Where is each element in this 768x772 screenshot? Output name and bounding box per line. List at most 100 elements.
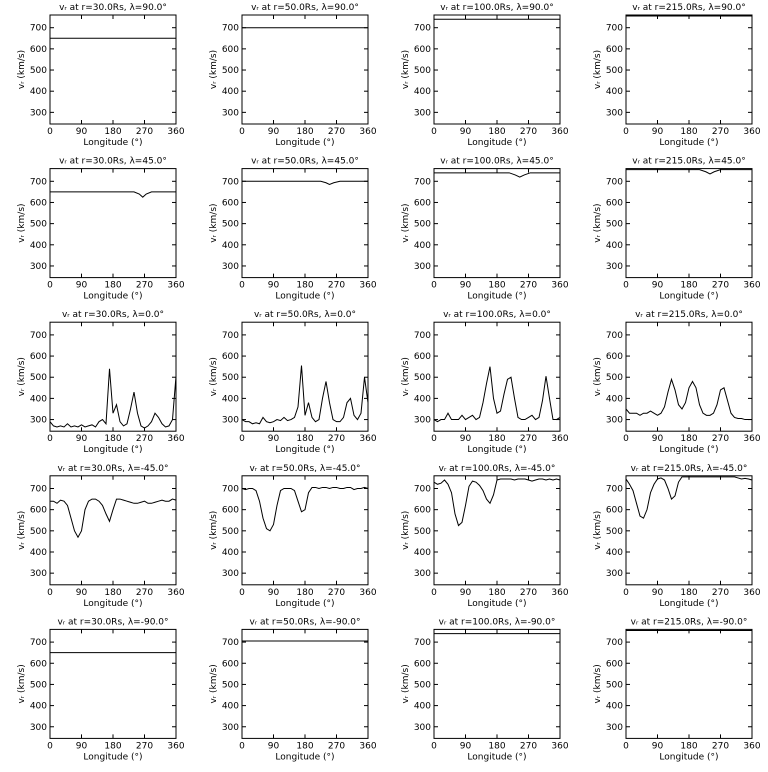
x-axis-label: Longitude (°) xyxy=(467,752,526,762)
x-tick-label: 0 xyxy=(47,127,53,137)
panel: vᵣ at r=215.0Rs, λ=0.0° 0 90 180 270 360 300 40… xyxy=(593,310,761,455)
x-tick-label: 90 xyxy=(76,588,88,598)
data-line xyxy=(50,191,176,198)
y-axis-label: vᵣ (km/s) xyxy=(17,50,27,89)
x-tick-label: 360 xyxy=(167,127,184,137)
y-tick-label: 300 xyxy=(30,108,47,118)
x-axis-label: Longitude (°) xyxy=(659,599,718,609)
y-axis-label: vᵣ (km/s) xyxy=(401,50,411,89)
plot-frame xyxy=(49,168,177,279)
x-tick-label: 90 xyxy=(268,434,280,444)
y-tick-label: 400 xyxy=(222,394,239,404)
y-tick-label: 500 xyxy=(30,680,47,690)
x-tick-label: 180 xyxy=(296,281,313,291)
panel-title: vᵣ at r=30.0Rs, λ=-45.0° xyxy=(57,464,168,474)
x-tick-label: 180 xyxy=(680,281,697,291)
data-line xyxy=(625,476,753,519)
x-tick-label: 360 xyxy=(359,127,376,137)
y-tick-label: 700 xyxy=(222,24,239,34)
x-tick-label: 270 xyxy=(328,127,345,137)
y-tick-label: 600 xyxy=(414,198,431,208)
x-tick-label: 270 xyxy=(520,281,537,291)
x-tick-label: 0 xyxy=(47,281,53,291)
panel: vᵣ at r=50.0Rs, λ=45.0° 0 90 180 270 360 300 40… xyxy=(209,157,377,302)
data-line xyxy=(50,498,177,539)
y-axis-label: vᵣ (km/s) xyxy=(401,357,411,396)
plot-frame xyxy=(49,321,177,432)
panel-title: vᵣ at r=100.0Rs, λ=90.0° xyxy=(440,3,554,13)
y-tick-label: 500 xyxy=(414,220,431,230)
y-tick-label: 400 xyxy=(222,548,239,558)
panel: vᵣ at r=50.0Rs, λ=0.0° 0 90 180 270 360 300 400… xyxy=(209,310,377,455)
panel: vᵣ at r=30.0Rs, λ=0.0° 0 90 180 270 360 300 400… xyxy=(17,310,185,455)
plot-frame xyxy=(433,321,561,432)
x-tick-label: 90 xyxy=(268,127,280,137)
y-tick-label: 700 xyxy=(606,177,623,187)
x-axis-label: Longitude (°) xyxy=(659,445,718,455)
y-tick-label: 400 xyxy=(414,394,431,404)
data-line xyxy=(433,478,561,527)
y-axis-label: vᵣ (km/s) xyxy=(593,664,603,703)
x-axis-label: Longitude (°) xyxy=(659,752,718,762)
x-tick-label: 180 xyxy=(104,741,121,751)
x-tick-label: 0 xyxy=(431,588,437,598)
plot-frame xyxy=(625,168,753,279)
y-tick-label: 500 xyxy=(606,373,623,383)
x-tick-label: 180 xyxy=(296,127,313,137)
y-tick-label: 600 xyxy=(222,506,239,516)
x-tick-label: 270 xyxy=(136,281,153,291)
panel-title: vᵣ at r=50.0Rs, λ=45.0° xyxy=(251,157,359,167)
y-tick-label: 300 xyxy=(414,723,431,733)
panel: vᵣ at r=50.0Rs, λ=90.0° 0 90 180 270 360 300 40… xyxy=(209,3,377,148)
y-tick-label: 300 xyxy=(414,569,431,579)
x-tick-label: 180 xyxy=(488,434,505,444)
y-tick-label: 300 xyxy=(606,416,623,426)
panel-title: vᵣ at r=100.0Rs, λ=45.0° xyxy=(440,157,554,167)
y-tick-label: 700 xyxy=(222,331,239,341)
y-tick-label: 600 xyxy=(222,198,239,208)
x-tick-label: 360 xyxy=(551,588,568,598)
plot-frame xyxy=(433,168,561,279)
x-tick-label: 90 xyxy=(76,434,88,444)
x-tick-label: 90 xyxy=(460,741,472,751)
x-tick-label: 90 xyxy=(652,127,664,137)
y-tick-label: 300 xyxy=(30,723,47,733)
x-tick-label: 0 xyxy=(431,127,437,137)
y-tick-label: 400 xyxy=(222,87,239,97)
x-axis-label: Longitude (°) xyxy=(83,138,142,148)
y-tick-label: 600 xyxy=(222,45,239,55)
data-line xyxy=(49,368,177,429)
y-tick-label: 400 xyxy=(606,548,623,558)
x-tick-label: 90 xyxy=(76,281,88,291)
y-axis-label: vᵣ (km/s) xyxy=(593,357,603,396)
y-axis-label: vᵣ (km/s) xyxy=(209,203,219,242)
x-tick-label: 360 xyxy=(359,434,376,444)
y-tick-label: 600 xyxy=(222,352,239,362)
x-tick-label: 90 xyxy=(460,127,472,137)
panel: vᵣ at r=30.0Rs, λ=-90.0° 0 90 180 270 360 300 4… xyxy=(17,617,185,762)
x-tick-label: 90 xyxy=(652,741,664,751)
panel: vᵣ at r=30.0Rs, λ=-45.0° 0 90 180 270 360 300 4… xyxy=(17,464,185,609)
panel-title: vᵣ at r=50.0Rs, λ=0.0° xyxy=(254,310,356,320)
x-tick-label: 360 xyxy=(167,588,184,598)
y-tick-label: 300 xyxy=(30,262,47,272)
y-tick-label: 500 xyxy=(30,66,47,76)
y-tick-label: 700 xyxy=(606,331,623,341)
y-tick-label: 300 xyxy=(414,262,431,272)
x-tick-label: 180 xyxy=(488,741,505,751)
y-tick-label: 400 xyxy=(606,87,623,97)
y-tick-label: 500 xyxy=(222,66,239,76)
y-tick-label: 600 xyxy=(30,659,47,669)
x-tick-label: 0 xyxy=(623,741,629,751)
x-tick-label: 270 xyxy=(136,434,153,444)
panel-title: vᵣ at r=30.0Rs, λ=90.0° xyxy=(59,3,167,13)
y-tick-label: 500 xyxy=(222,527,239,537)
y-tick-label: 600 xyxy=(606,352,623,362)
y-tick-label: 300 xyxy=(222,416,239,426)
y-axis-label: vᵣ (km/s) xyxy=(17,511,27,550)
x-tick-label: 180 xyxy=(488,281,505,291)
x-tick-label: 180 xyxy=(488,127,505,137)
panel: vᵣ at r=100.0Rs, λ=-45.0° 0 90 180 270 360 300… xyxy=(401,464,569,609)
x-axis-label: Longitude (°) xyxy=(275,292,334,302)
